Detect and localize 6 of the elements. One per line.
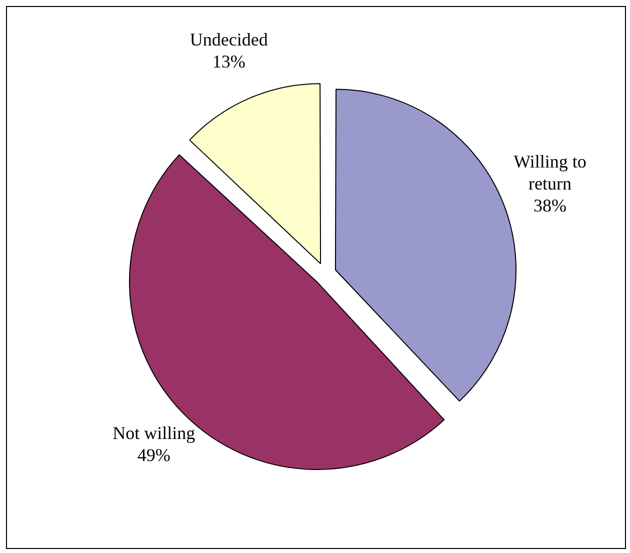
slice-label: Not willing [112, 422, 196, 443]
data-label: 49% [137, 444, 170, 465]
slice-label: Undecided [190, 30, 268, 50]
slice-label: Willing to return [514, 152, 586, 194]
data-label: 13% [212, 52, 246, 72]
data-label: 38% [534, 196, 567, 216]
